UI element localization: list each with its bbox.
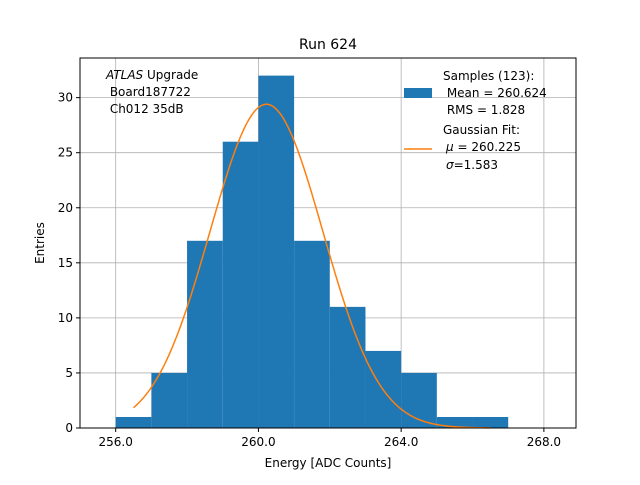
histogram-bar [187,240,223,428]
annotation-board: Board187722 [106,85,191,99]
histogram-bar [151,372,188,428]
legend-sigma-value: =1.583 [454,158,498,172]
x-axis-ticks: 256.0 260.0 264.0 268.0 [99,428,561,449]
histogram-bar [258,75,295,428]
x-tick-label: 264.0 [384,435,418,449]
annotation-experiment-name: ATLAS [105,68,144,82]
legend-samples-rms: RMS = 1.828 [443,103,525,117]
y-tick-label: 10 [58,311,73,325]
histogram-bar [294,240,330,428]
y-tick-label: 25 [58,146,73,160]
histogram-bars [115,75,509,428]
y-tick-label: 20 [58,201,73,215]
plot-frame [79,57,577,429]
y-tick-label: 30 [58,91,73,105]
y-axis-label: Entries [33,222,47,264]
annotation-block: ATLAS Upgrade Board187722 Ch012 35dB [105,68,198,116]
histogram-bar [115,416,152,428]
y-tick-label: 5 [65,366,73,380]
x-tick-label: 260.0 [241,435,275,449]
legend-sigma-symbol: σ [446,158,454,172]
legend: Samples (123): Mean = 260.624 RMS = 1.82… [404,69,547,172]
histogram-bar [329,306,366,428]
y-tick-label: 0 [65,421,73,435]
legend-samples-swatch [404,88,432,98]
y-axis-ticks: 0 5 10 15 20 25 30 [58,91,80,435]
annotation-channel: Ch012 35dB [106,102,184,116]
legend-fit-line1: Gaussian Fit: [443,123,520,137]
annotation-experiment: ATLAS Upgrade [105,68,198,82]
x-axis-label: Energy [ADC Counts] [265,456,392,470]
chart-title: Run 624 [299,37,357,53]
legend-mu-symbol: μ [445,140,454,154]
histogram-bar [436,416,473,428]
gaussian-fit [133,103,491,429]
annotation-experiment-suffix: Upgrade [143,68,198,82]
legend-fit-sigma: σ=1.583 [446,158,498,172]
x-tick-label: 268.0 [527,435,561,449]
legend-fit-mu: μ = 260.225 [445,140,521,154]
y-tick-label: 15 [58,256,73,270]
histogram-bar [472,416,509,428]
histogram-bar [222,141,259,428]
legend-mu-value: = 260.225 [454,140,521,154]
legend-samples-mean: Mean = 260.624 [443,86,547,100]
gaussian-fit-curve [133,103,491,429]
x-tick-label: 256.0 [99,435,133,449]
legend-samples-line1: Samples (123): [443,69,534,83]
